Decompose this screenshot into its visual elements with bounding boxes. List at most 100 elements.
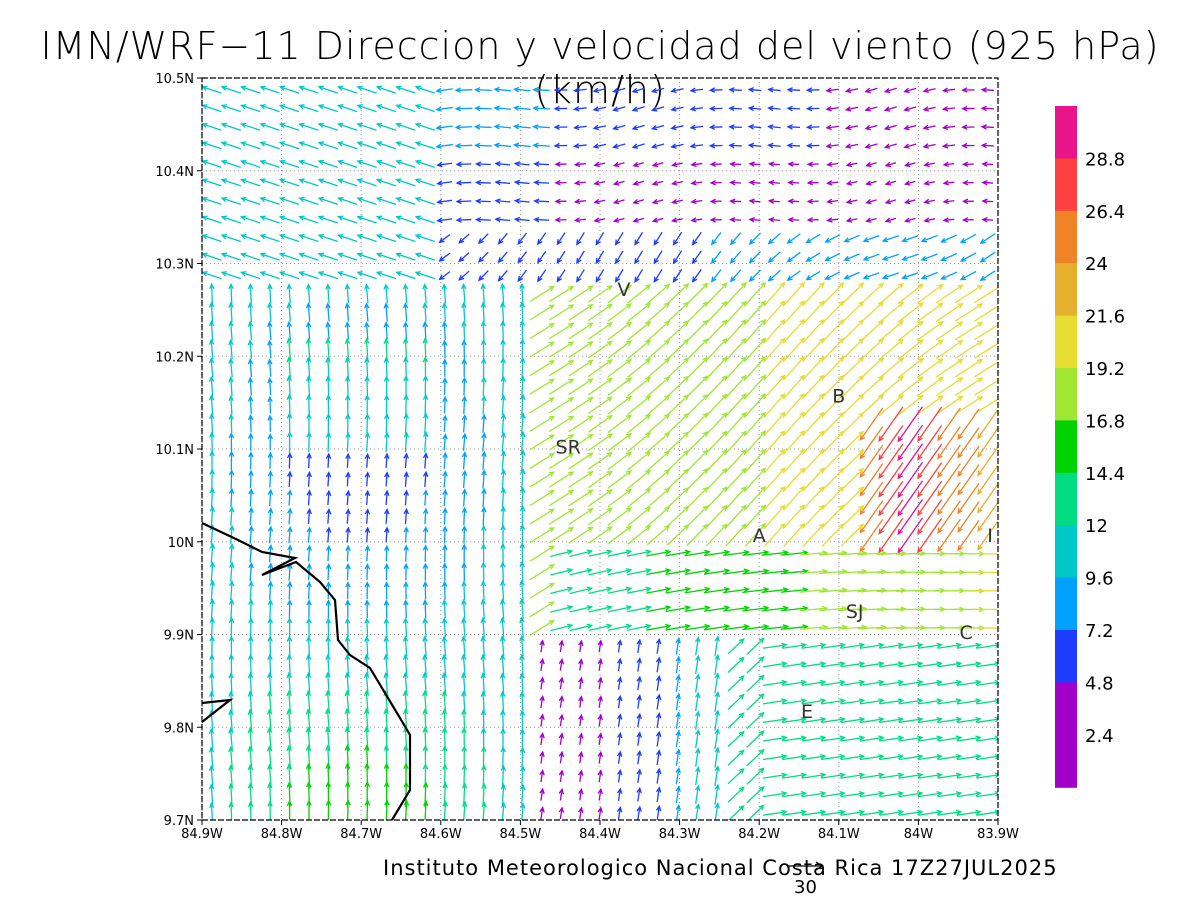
wind-vector	[548, 359, 575, 377]
wind-vector	[801, 716, 827, 724]
wind-vector	[395, 196, 416, 206]
wind-vector	[364, 508, 371, 524]
wind-vector	[593, 198, 606, 205]
wind-vector	[519, 672, 525, 694]
wind-vector	[974, 322, 998, 341]
wind-vector	[228, 394, 234, 415]
wind-vector	[675, 785, 681, 804]
wind-vector	[202, 122, 222, 131]
wind-vector	[422, 452, 429, 469]
wind-vector	[344, 321, 351, 340]
wind-vector	[859, 679, 885, 686]
wind-vector	[461, 708, 467, 732]
wind-vector	[686, 468, 709, 491]
wind-vector	[305, 671, 312, 694]
wind-vector	[650, 143, 665, 149]
wind-vector	[725, 504, 747, 529]
wind-vector	[636, 731, 642, 746]
wind-vector	[878, 462, 904, 498]
wind-vector	[480, 580, 487, 601]
wind-vector	[513, 216, 530, 223]
wind-vector	[627, 605, 652, 613]
wind-vector	[636, 768, 642, 783]
wind-vector	[298, 159, 319, 168]
wind-vector	[568, 378, 594, 396]
wind-vector	[748, 161, 761, 167]
colorbar-label: 2.4	[1085, 726, 1114, 747]
wind-vector	[616, 657, 623, 672]
wind-vector	[587, 507, 613, 526]
wind-vector	[229, 543, 235, 563]
wind-vector	[666, 394, 690, 416]
wind-vector	[477, 233, 489, 245]
wind-vector	[477, 251, 489, 263]
wind-vector	[655, 637, 662, 654]
wind-vector	[840, 319, 865, 343]
wind-vector	[247, 727, 254, 751]
wind-vector	[267, 635, 273, 657]
wind-vector	[345, 599, 351, 619]
wind-vector	[259, 215, 280, 224]
wind-vector	[903, 217, 916, 223]
wind-vector	[209, 505, 216, 527]
wind-vector	[550, 623, 574, 632]
wind-vector	[937, 735, 963, 742]
wind-vector	[821, 642, 846, 649]
wind-vector	[764, 281, 786, 306]
wind-vector	[461, 339, 467, 359]
wind-vector	[727, 804, 745, 820]
wind-vector	[646, 376, 671, 397]
wind-vector	[228, 320, 234, 341]
wind-vector	[364, 617, 370, 638]
wind-vector	[725, 523, 747, 547]
wind-vector	[694, 747, 701, 767]
wind-vector	[532, 87, 550, 93]
wind-vector	[824, 234, 841, 243]
wind-vector	[529, 341, 555, 358]
wind-vector	[714, 709, 720, 731]
wind-vector	[903, 180, 916, 186]
wind-vector	[287, 580, 293, 600]
wind-vector	[267, 653, 273, 676]
x-tick-label: 84W	[904, 827, 934, 842]
wind-vector	[762, 753, 788, 761]
wind-vector	[519, 338, 526, 360]
wind-vector	[202, 252, 222, 261]
wind-vector	[325, 321, 331, 340]
wind-vector	[569, 586, 594, 595]
wind-vector	[821, 753, 846, 761]
wind-vector	[748, 179, 761, 186]
wind-vector	[675, 655, 681, 674]
wind-vector	[859, 772, 885, 779]
wind-vector	[897, 443, 924, 480]
wind-vector	[954, 377, 984, 397]
wind-vector	[305, 337, 312, 361]
wind-vector	[694, 765, 701, 786]
wind-vector	[742, 624, 770, 631]
wind-vector	[876, 569, 907, 575]
wind-vector	[573, 87, 587, 93]
wind-vector	[670, 143, 684, 149]
wind-vector	[879, 642, 905, 649]
place-label: C	[960, 622, 973, 644]
wind-vector	[202, 159, 222, 168]
wind-vector	[898, 809, 924, 816]
wind-vector	[325, 617, 332, 638]
colorbar-segment	[1055, 315, 1077, 369]
wind-vector	[821, 393, 845, 417]
wind-vector	[957, 445, 980, 478]
wind-vector	[345, 581, 351, 600]
wind-vector	[744, 485, 767, 510]
wind-vector	[670, 87, 684, 94]
wind-vector	[208, 727, 215, 750]
wind-vector	[783, 430, 806, 455]
wind-vector	[402, 321, 409, 340]
wind-vector	[529, 489, 555, 507]
wind-vector	[632, 217, 645, 223]
wind-vector	[976, 791, 998, 798]
wind-vector	[513, 179, 530, 186]
wind-vector	[259, 104, 280, 113]
wind-vector	[614, 269, 624, 283]
wind-vector	[519, 319, 526, 342]
wind-vector	[519, 690, 525, 712]
